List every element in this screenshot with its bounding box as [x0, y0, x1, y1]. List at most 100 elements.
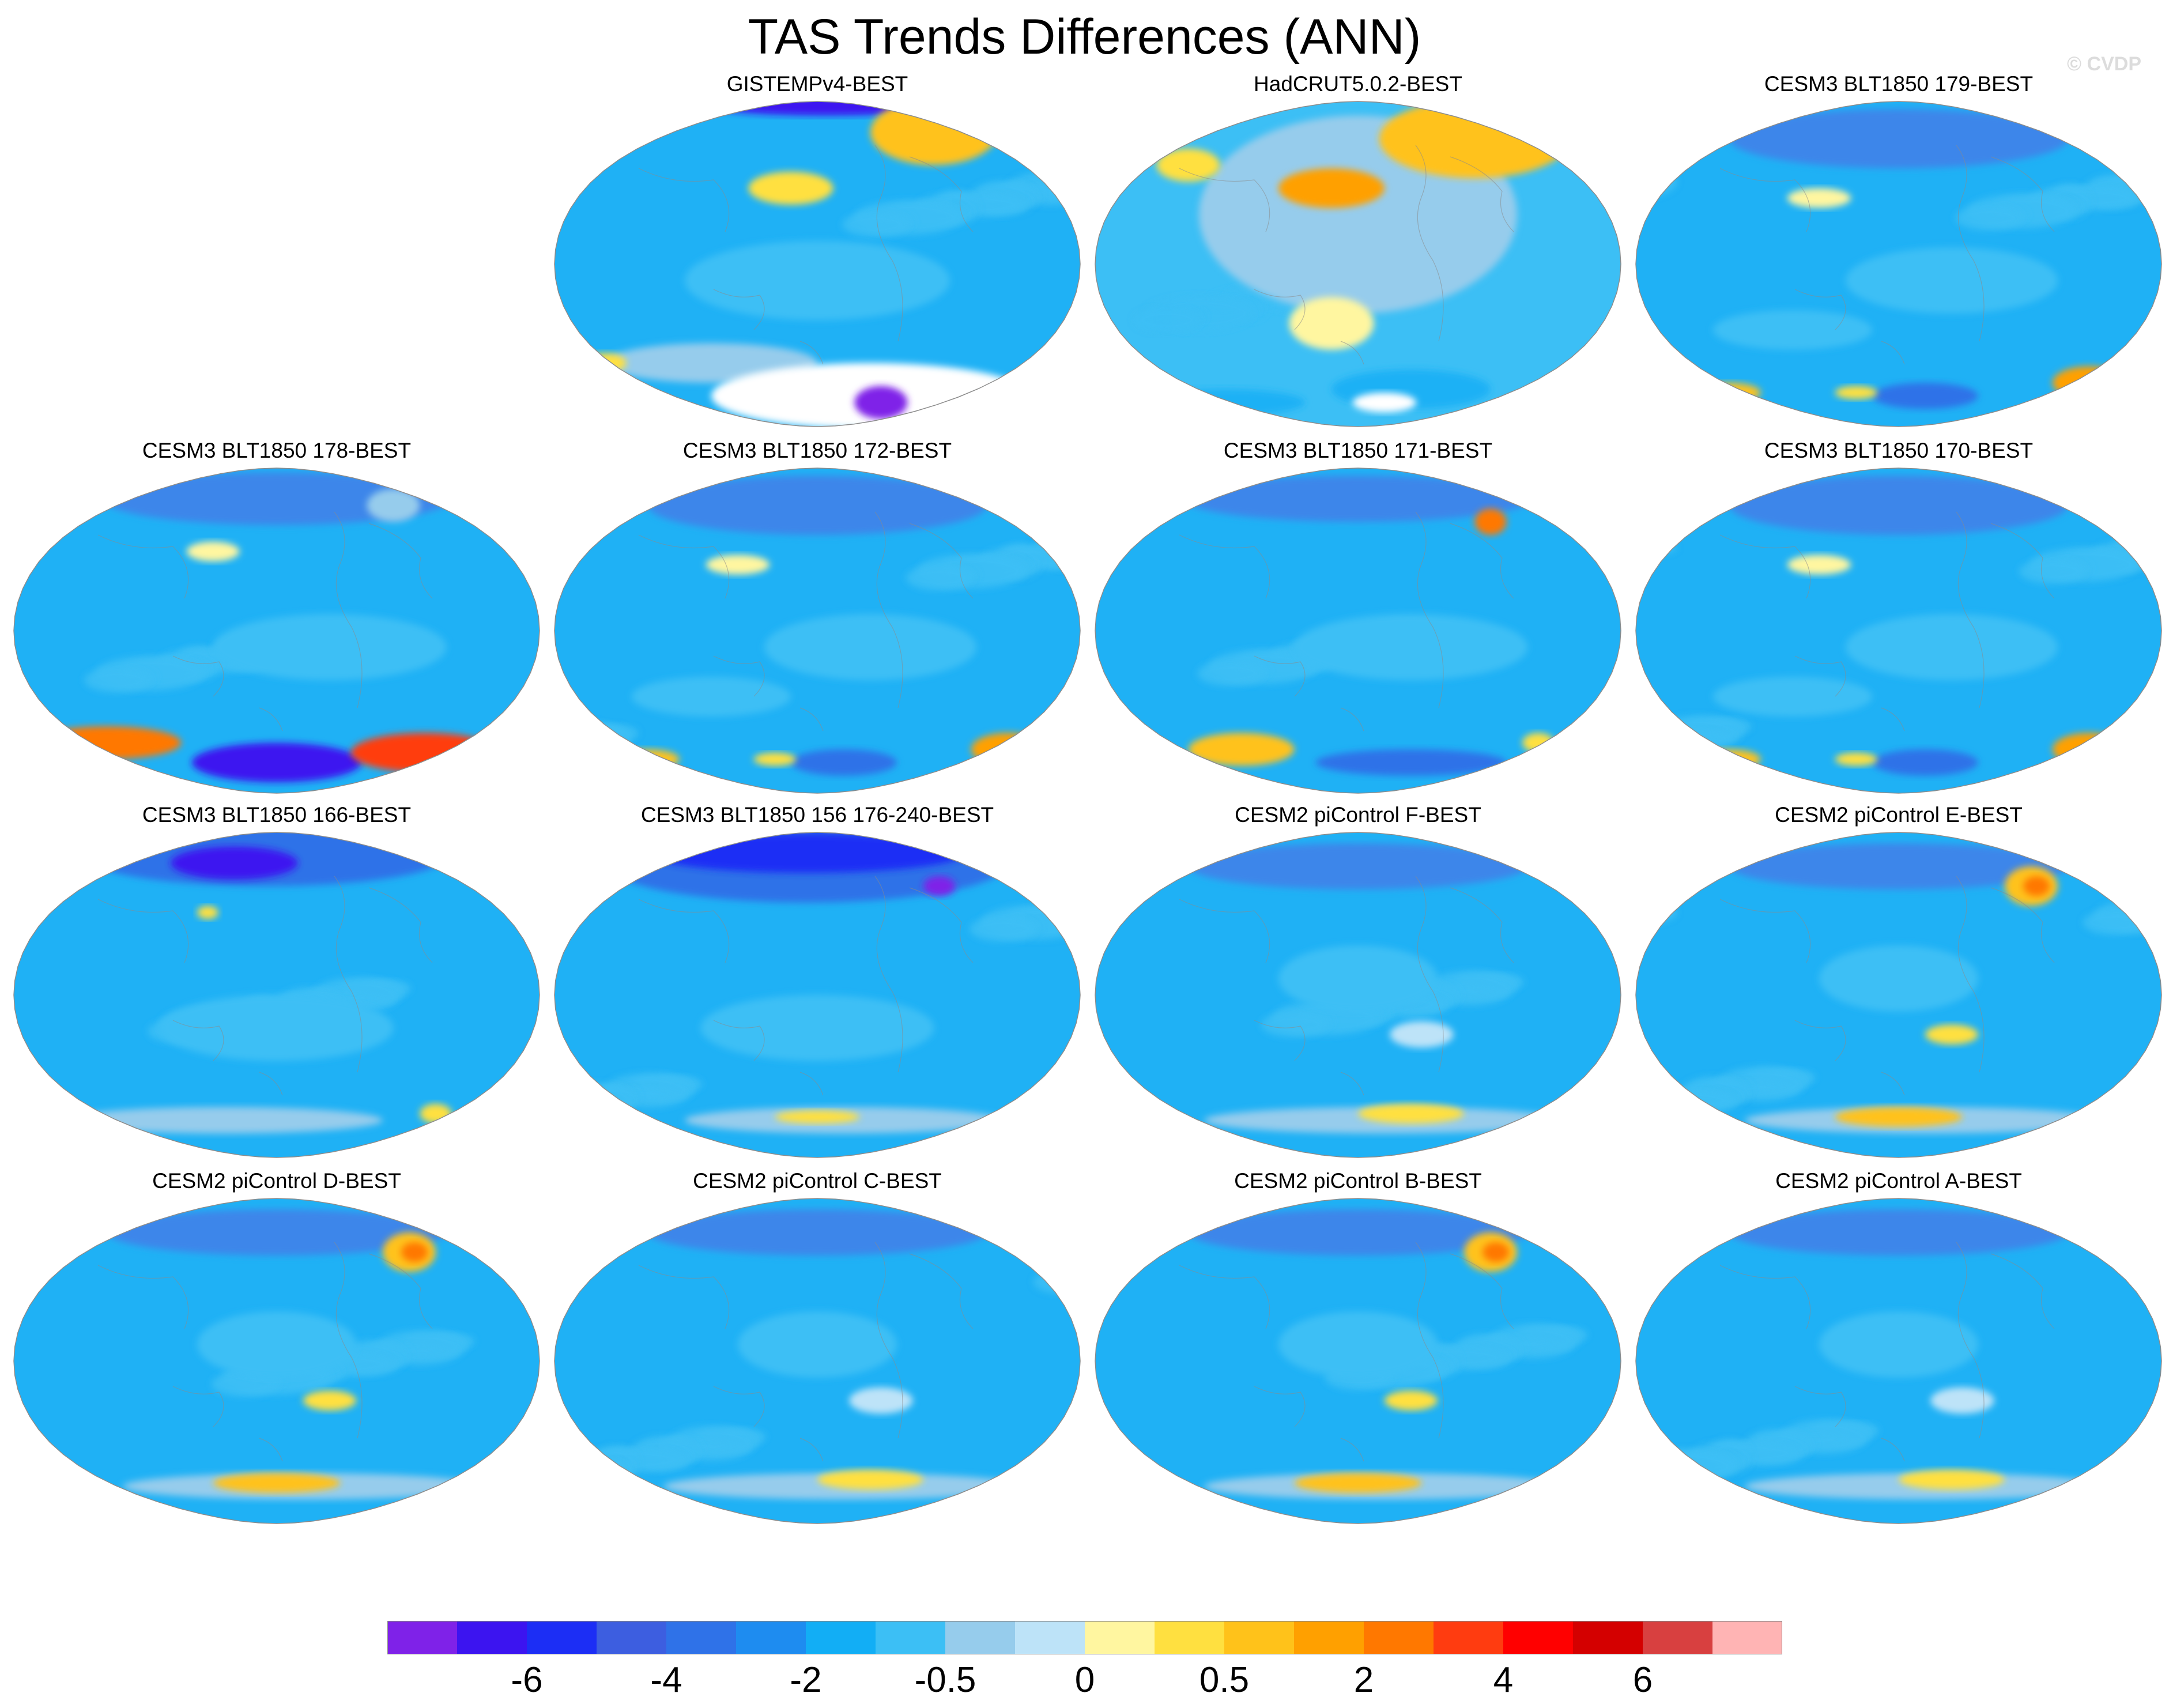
globe-outline	[13, 1198, 540, 1524]
anomaly-region	[632, 677, 791, 717]
anomaly-region	[401, 1242, 428, 1262]
anomaly-region	[748, 171, 833, 205]
anomaly-region	[1379, 101, 1571, 179]
field-patch	[1636, 363, 1683, 389]
colorbar-swatch	[666, 1621, 737, 1654]
field-patch	[1197, 661, 1265, 687]
colorbar-tick-label: 6	[1632, 1660, 1653, 1700]
panel-title: CESM2 piControl B-BEST	[1234, 1169, 1482, 1193]
anomaly-region	[647, 1209, 987, 1255]
coastline	[1179, 168, 1270, 232]
map-globe	[13, 832, 540, 1158]
anomaly-region	[616, 749, 680, 770]
anomaly-region	[647, 833, 966, 873]
anomaly-region	[1835, 752, 1878, 766]
field-patch	[554, 1270, 575, 1287]
field-patch	[1133, 307, 1201, 333]
coastline	[909, 523, 974, 599]
coastline	[1719, 899, 1811, 963]
panel-title: GISTEMPv4-BEST	[726, 72, 908, 96]
field-patch	[554, 1094, 623, 1120]
map-globe	[554, 1198, 1081, 1524]
anomaly-region	[1188, 843, 1528, 889]
coastline	[172, 1386, 224, 1427]
colorbar-swatch	[1503, 1621, 1574, 1654]
anomaly-region	[1930, 1387, 1994, 1414]
coastline	[1881, 1072, 1905, 1096]
map-field	[1095, 101, 1621, 427]
coastline	[638, 534, 730, 599]
colorbar	[387, 1621, 1782, 1654]
field-patch	[211, 1371, 278, 1397]
anomaly-region	[1188, 1209, 1528, 1255]
anomaly-region	[1522, 733, 1555, 753]
anomaly-region	[160, 995, 394, 1061]
panel-title: CESM2 piControl C-BEST	[693, 1169, 942, 1193]
colorbar-tick-label: -2	[790, 1660, 822, 1700]
coastline	[1340, 707, 1364, 732]
field-patch	[1955, 205, 2023, 231]
anomaly-region	[1925, 1024, 1978, 1045]
coastline	[713, 1020, 765, 1061]
colorbar-swatch	[1573, 1621, 1643, 1654]
anomaly-region	[791, 749, 897, 776]
coastline	[97, 899, 189, 963]
anomaly-region	[1872, 382, 1978, 409]
coastline	[1956, 145, 1985, 342]
anomaly-region	[626, 1209, 669, 1223]
coastline	[259, 1438, 283, 1462]
anomaly-region	[367, 489, 420, 522]
anomaly-region	[1146, 389, 1305, 416]
anomaly-region	[1358, 1103, 1464, 1124]
map-globe	[1095, 832, 1621, 1158]
globe-outline	[554, 832, 1081, 1158]
colorbar-swatch	[597, 1621, 667, 1654]
anomaly-region	[1294, 1473, 1422, 1493]
anomaly-region	[1390, 1021, 1454, 1048]
field-patch	[1642, 726, 1689, 752]
map-panel: CESM2 piControl B-BEST	[1093, 1168, 1623, 1526]
coastline	[1450, 523, 1514, 599]
coastline	[334, 1242, 363, 1439]
anomaly-region	[685, 240, 950, 321]
coastline	[1719, 1265, 1811, 1329]
coastline	[368, 887, 433, 963]
map-globe	[13, 1198, 540, 1524]
coastline	[334, 876, 363, 1073]
map-panel: CESM2 piControl C-BEST	[552, 1168, 1082, 1526]
colorbar-swatch	[806, 1621, 876, 1654]
colorbar-tick-label: 2	[1353, 1660, 1374, 1700]
coastline	[1990, 887, 2055, 963]
field-patch	[1636, 725, 1683, 760]
colorbar-swatch	[1434, 1621, 1504, 1654]
colorbar-tick-label: 4	[1493, 1660, 1514, 1700]
colorbar-frame	[387, 1621, 1782, 1654]
colorbar-swatch	[1224, 1621, 1295, 1654]
globe-outline	[554, 101, 1081, 427]
coastline	[1450, 887, 1514, 963]
colorbar-swatch	[1015, 1621, 1085, 1654]
colorbar-tick-label: 0	[1074, 1660, 1095, 1700]
colorbar-swatch	[876, 1621, 946, 1654]
anomaly-region	[1835, 1107, 1963, 1127]
globe-outline	[1095, 832, 1621, 1158]
anomaly-region	[1156, 148, 1220, 182]
anomaly-region	[1899, 1469, 2005, 1490]
panel-title: CESM3 BLT1850 172-BEST	[682, 439, 952, 462]
map-globe	[1635, 832, 2162, 1158]
field-patch	[84, 667, 151, 693]
coastline	[1794, 655, 1846, 697]
anomaly-region	[213, 1473, 341, 1493]
coastline	[1956, 1242, 1985, 1439]
anomaly-region	[584, 353, 627, 373]
anomaly-region	[1872, 749, 1978, 776]
colorbar-tick-label: -0.5	[914, 1660, 976, 1700]
coastline	[1450, 1253, 1514, 1329]
anomaly-region	[213, 614, 447, 680]
map-field	[554, 101, 1080, 427]
field-patch	[2019, 559, 2086, 585]
anomaly-region	[1483, 1242, 1510, 1262]
coastline	[1254, 1020, 1306, 1061]
anomaly-region	[1787, 555, 1851, 575]
anomaly-region	[1352, 393, 1417, 413]
